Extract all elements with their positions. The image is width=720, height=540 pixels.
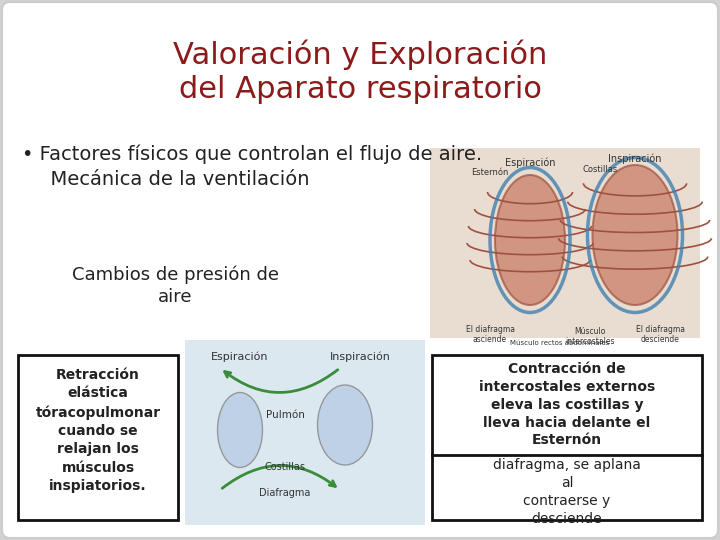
Text: Retracción
elástica
tóracopulmonar
cuando se
relajan los
músculos
inspiatorios.: Retracción elástica tóracopulmonar cuand… xyxy=(35,368,161,493)
Ellipse shape xyxy=(217,393,263,468)
Text: Músculo
intercostales: Músculo intercostales xyxy=(565,327,615,346)
Text: Músculo rectos abdominales: Músculo rectos abdominales xyxy=(510,340,610,346)
Text: Espiración: Espiración xyxy=(211,352,269,362)
Text: Inspiración: Inspiración xyxy=(330,352,390,362)
FancyBboxPatch shape xyxy=(432,355,702,520)
FancyBboxPatch shape xyxy=(430,148,700,338)
Ellipse shape xyxy=(495,175,565,305)
Text: Diafragma: Diafragma xyxy=(259,488,311,498)
Text: Costillas: Costillas xyxy=(264,462,305,472)
Ellipse shape xyxy=(593,165,678,305)
Text: Cambios de presión de: Cambios de presión de xyxy=(71,265,279,284)
FancyBboxPatch shape xyxy=(185,340,425,525)
Text: • Factores físicos que controlan el flujo de aire.: • Factores físicos que controlan el fluj… xyxy=(22,145,482,165)
Text: diafragma, se aplana
al
contraerse y
desciende: diafragma, se aplana al contraerse y des… xyxy=(493,458,641,525)
Text: Costillas: Costillas xyxy=(582,165,618,174)
Text: Contracción de
intercostales externos
eleva las costillas y
lleva hacia delante : Contracción de intercostales externos el… xyxy=(479,362,655,448)
Text: El diafragma
desciende: El diafragma desciende xyxy=(636,325,685,345)
Text: Mecánica de la ventilación: Mecánica de la ventilación xyxy=(38,170,310,189)
Text: Inspiración: Inspiración xyxy=(608,153,662,164)
Text: Valoración y Exploración: Valoración y Exploración xyxy=(173,40,547,70)
Text: aire: aire xyxy=(158,288,192,306)
Text: Pulmón: Pulmón xyxy=(266,410,305,420)
Text: El diafragma
asciende: El diafragma asciende xyxy=(466,325,515,345)
Text: Esternón: Esternón xyxy=(472,168,509,177)
Text: del Aparato respiratorio: del Aparato respiratorio xyxy=(179,76,541,105)
Text: Espiración: Espiración xyxy=(505,158,555,168)
FancyBboxPatch shape xyxy=(18,355,178,520)
Ellipse shape xyxy=(318,385,372,465)
